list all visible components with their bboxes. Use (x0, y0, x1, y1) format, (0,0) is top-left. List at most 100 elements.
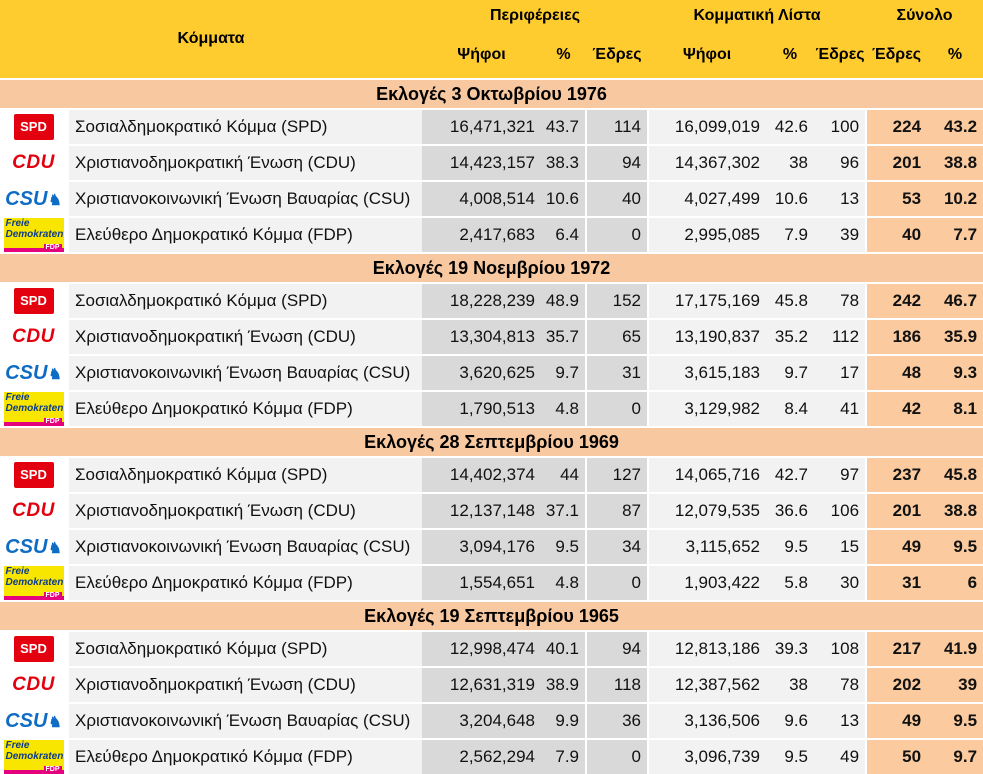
list-votes: 1,903,422 (647, 564, 767, 601)
list-votes: 14,065,716 (647, 456, 767, 493)
regions-seats: 118 (584, 666, 649, 703)
total-pct: 35.9 (927, 318, 983, 355)
regions-seats: 127 (584, 456, 649, 493)
table-row: SPD Σοσιαλδημοκρατικό Κόμμα (SPD) 14,402… (0, 456, 983, 493)
list-pct: 42.6 (766, 108, 815, 145)
fdp-logo-text: Demokraten (5, 577, 64, 588)
fdp-logo-text: FDP (43, 766, 62, 774)
list-votes: 2,995,085 (647, 216, 767, 253)
total-seats: 53 (865, 180, 928, 217)
total-seats: 201 (865, 144, 928, 181)
regions-seats: 114 (584, 108, 649, 145)
regions-pct: 40.1 (541, 630, 586, 667)
regions-pct: 9.5 (541, 528, 586, 565)
spd-logo-text: SPD (20, 467, 47, 482)
total-seats: 217 (865, 630, 928, 667)
election-section-header: Εκλογές 19 Σεπτεμβρίου 1965 (0, 600, 983, 631)
total-pct: 38.8 (927, 144, 983, 181)
list-seats: 96 (814, 144, 867, 181)
list-seats: 15 (814, 528, 867, 565)
total-pct: 41.9 (927, 630, 983, 667)
regions-seats: 34 (584, 528, 649, 565)
party-logo-cell: Freie Demokraten FDP (0, 216, 68, 253)
csu-logo-icon: CSU♞ (5, 710, 62, 733)
csu-logo-icon: CSU♞ (5, 362, 62, 385)
list-votes: 12,079,535 (647, 492, 767, 529)
list-votes: 12,813,186 (647, 630, 767, 667)
list-pct-header: % (766, 32, 815, 79)
regions-votes: 14,423,157 (422, 144, 541, 181)
list-seats-header: Έδρες (814, 32, 867, 79)
list-seats: 106 (814, 492, 867, 529)
list-pct: 8.4 (766, 390, 815, 427)
regions-pct-header: % (541, 32, 586, 79)
table-row: SPD Σοσιαλδημοκρατικό Κόμμα (SPD) 16,471… (0, 108, 983, 145)
regions-pct: 4.8 (541, 390, 586, 427)
regions-seats: 152 (584, 282, 649, 319)
list-votes: 3,129,982 (647, 390, 767, 427)
total-seats: 224 (865, 108, 928, 145)
fdp-logo-text: Freie (5, 566, 30, 577)
list-seats: 30 (814, 564, 867, 601)
table-row: SPD Σοσιαλδημοκρατικό Κόμμα (SPD) 18,228… (0, 282, 983, 319)
list-votes: 3,096,739 (647, 738, 767, 774)
regions-seats-header: Έδρες (586, 32, 649, 79)
header-sub-row: Ψήφοι % Έδρες Ψήφοι % Έδρες Έδρες % (0, 32, 983, 79)
regions-pct: 38.3 (541, 144, 586, 181)
list-seats: 78 (814, 666, 867, 703)
list-pct: 9.7 (766, 354, 815, 391)
list-seats: 13 (814, 702, 867, 739)
total-seats: 242 (865, 282, 928, 319)
spd-logo-text: SPD (20, 293, 47, 308)
list-votes: 3,136,506 (647, 702, 767, 739)
fdp-logo-icon: Freie Demokraten FDP (3, 741, 64, 774)
total-seats: 201 (865, 492, 928, 529)
total-seats: 49 (865, 702, 928, 739)
fdp-logo-text: Demokraten (5, 751, 64, 762)
party-name: Ελεύθερο Δημοκρατικό Κόμμα (FDP) (67, 390, 422, 427)
party-name: Χριστιανοδημοκρατική Ένωση (CDU) (67, 666, 422, 703)
regions-seats: 36 (584, 702, 649, 739)
fdp-logo-icon: Freie Demokraten FDP (3, 393, 64, 426)
total-pct: 43.2 (927, 108, 983, 145)
party-name: Ελεύθερο Δημοκρατικό Κόμμα (FDP) (67, 564, 422, 601)
total-pct: 46.7 (927, 282, 983, 319)
list-pct: 38 (766, 666, 815, 703)
regions-pct: 9.9 (541, 702, 586, 739)
regions-seats: 65 (584, 318, 649, 355)
total-header: Σύνολο (866, 0, 983, 32)
fdp-logo-text: Demokraten (5, 229, 64, 240)
csu-logo-icon: CSU♞ (5, 536, 62, 559)
party-logo-cell: CSU♞ (0, 528, 68, 565)
cdu-logo-text: CDU (12, 500, 55, 521)
regions-seats: 94 (584, 144, 649, 181)
list-pct: 35.2 (766, 318, 815, 355)
regions-header: Περιφέρειες (422, 0, 649, 32)
header-group-row: Κόμματα Περιφέρειες Κομματική Λίστα Σύνο… (0, 0, 983, 79)
total-seats: 186 (865, 318, 928, 355)
fdp-logo-icon: Freie Demokraten FDP (3, 219, 64, 252)
list-seats: 100 (814, 108, 867, 145)
cdu-logo-text: CDU (12, 674, 55, 695)
regions-pct: 43.7 (541, 108, 586, 145)
party-logo-cell: SPD (0, 108, 68, 145)
list-pct: 36.6 (766, 492, 815, 529)
fdp-logo-text: FDP (43, 244, 62, 252)
csu-logo-text: CSU (5, 535, 48, 558)
list-pct: 45.8 (766, 282, 815, 319)
csu-lion-icon: ♞ (48, 191, 62, 209)
regions-votes: 12,137,148 (422, 492, 541, 529)
regions-seats: 0 (584, 738, 649, 774)
list-votes-header: Ψήφοι (648, 32, 767, 79)
csu-lion-icon: ♞ (48, 365, 62, 383)
csu-logo-text: CSU (5, 709, 48, 732)
table-row: CSU♞ Χριστιανοκοινωνική Ένωση Βαυαρίας (… (0, 528, 983, 565)
table-row: Freie Demokraten FDP Ελεύθερο Δημοκρατικό … (0, 564, 983, 601)
party-logo-cell: CDU (0, 492, 68, 529)
regions-votes: 3,094,176 (422, 528, 541, 565)
csu-lion-icon: ♞ (48, 539, 62, 557)
party-logo-cell: SPD (0, 630, 68, 667)
list-pct: 10.6 (766, 180, 815, 217)
regions-seats: 0 (584, 390, 649, 427)
